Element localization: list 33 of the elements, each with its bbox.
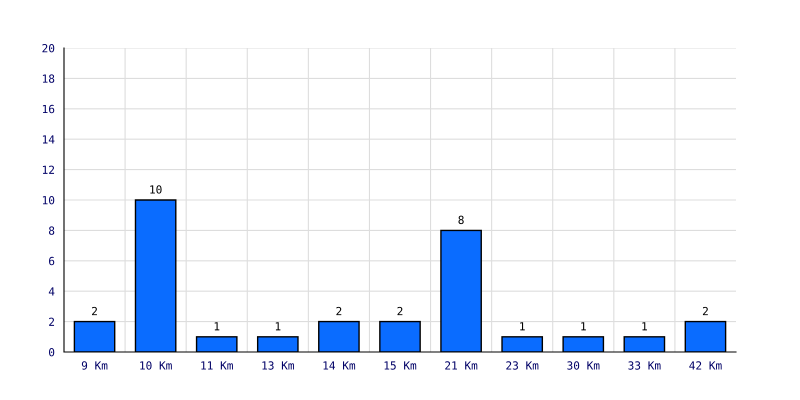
y-tick-label: 8: [48, 226, 54, 235]
y-tick-label: 0: [49, 348, 54, 356]
y-tick-label: 18: [42, 74, 54, 83]
y-tick-label: 6: [49, 256, 54, 266]
x-tick-label: 11 Km: [201, 361, 233, 370]
data-label: 1: [214, 322, 220, 330]
y-tick-label: 14: [42, 135, 54, 144]
y-tick-label: 10: [42, 196, 54, 204]
x-tick-label: 10 Km: [140, 361, 172, 370]
y-tick-label: 16: [42, 104, 54, 114]
data-label: 8: [458, 216, 464, 224]
data-label: 1: [642, 322, 647, 330]
x-tick-label: 33 Km: [628, 361, 661, 370]
y-tick-label: 20: [42, 44, 54, 52]
data-label: 2: [336, 306, 342, 316]
data-label: 10: [150, 185, 162, 194]
x-tick-label: 14 Km: [324, 361, 356, 370]
data-label: 1: [581, 322, 586, 330]
x-tick-label: 9 Km: [82, 361, 108, 370]
y-tick-label: 12: [42, 166, 54, 174]
data-label: 2: [92, 306, 97, 316]
x-tick-label: 13 Km: [262, 361, 294, 370]
y-tick-label: 4: [48, 287, 54, 296]
x-tick-label: 21 Km: [445, 361, 478, 370]
x-tick-label: 15 Km: [384, 361, 416, 370]
data-label: 1: [520, 322, 525, 330]
x-tick-label: 42 Km: [689, 361, 722, 370]
data-label: 1: [276, 322, 280, 330]
data-label: 2: [397, 306, 402, 316]
x-tick-label: 23 Km: [506, 361, 538, 370]
x-tick-label: 30 Km: [567, 361, 600, 370]
y-tick-label: 2: [49, 318, 54, 326]
data-label: 2: [702, 306, 708, 316]
